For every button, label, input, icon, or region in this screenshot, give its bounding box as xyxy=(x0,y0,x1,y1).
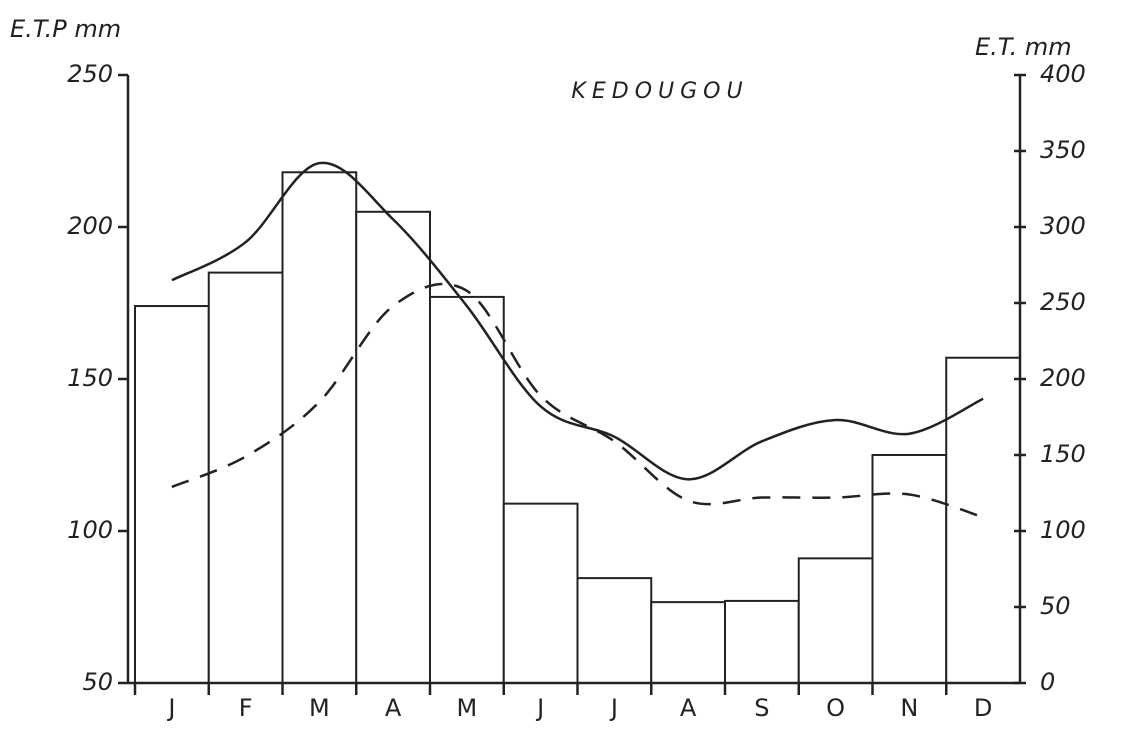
y2-tick-label: 400 xyxy=(1040,60,1086,88)
bar xyxy=(502,502,579,685)
line-series xyxy=(171,161,984,481)
x-tick-label: M xyxy=(457,694,478,722)
chart-title: KEDOUGOU xyxy=(571,79,748,104)
y2-tick-label: 350 xyxy=(1040,136,1086,164)
y-tick-label: 100 xyxy=(67,516,113,544)
bar xyxy=(134,305,210,684)
y-tick-label: 250 xyxy=(67,60,113,88)
x-tick-label: J xyxy=(609,694,618,722)
y-tick-label: 150 xyxy=(67,364,113,392)
y2-tick-label: 0 xyxy=(1040,668,1055,696)
y2-tick-label: 250 xyxy=(1040,288,1086,316)
bar xyxy=(797,557,874,684)
x-tick-label: S xyxy=(754,694,769,722)
y-tick-label: 50 xyxy=(82,668,113,696)
bar xyxy=(945,356,1021,684)
y2-tick-label: 200 xyxy=(1040,364,1086,392)
bar xyxy=(724,599,800,684)
x-tick-label: A xyxy=(680,694,697,722)
y2-tick-label: 100 xyxy=(1040,516,1086,544)
x-tick-label: M xyxy=(309,694,330,722)
x-tick-label: J xyxy=(166,694,175,722)
y2-tick-label: 50 xyxy=(1040,592,1071,620)
y2-tick-label: 150 xyxy=(1040,440,1086,468)
bar xyxy=(355,210,431,685)
x-tick-label: D xyxy=(974,694,992,722)
x-tick-label: F xyxy=(239,694,253,722)
line-series xyxy=(171,282,984,519)
y-tick-label: 200 xyxy=(67,212,113,240)
bar xyxy=(429,295,505,684)
y-axis-label: E.T.P mm xyxy=(10,15,121,43)
x-tick-label: O xyxy=(826,694,845,722)
y2-tick-label: 300 xyxy=(1040,212,1086,240)
x-tick-label: J xyxy=(535,694,544,722)
bar xyxy=(207,271,284,684)
x-tick-label: A xyxy=(385,694,402,722)
bar xyxy=(576,577,653,684)
x-tick-label: N xyxy=(900,694,918,722)
bar xyxy=(871,454,948,684)
bar xyxy=(650,601,726,684)
bar xyxy=(281,171,358,684)
y2-axis-label: E.T. mm xyxy=(975,33,1072,61)
